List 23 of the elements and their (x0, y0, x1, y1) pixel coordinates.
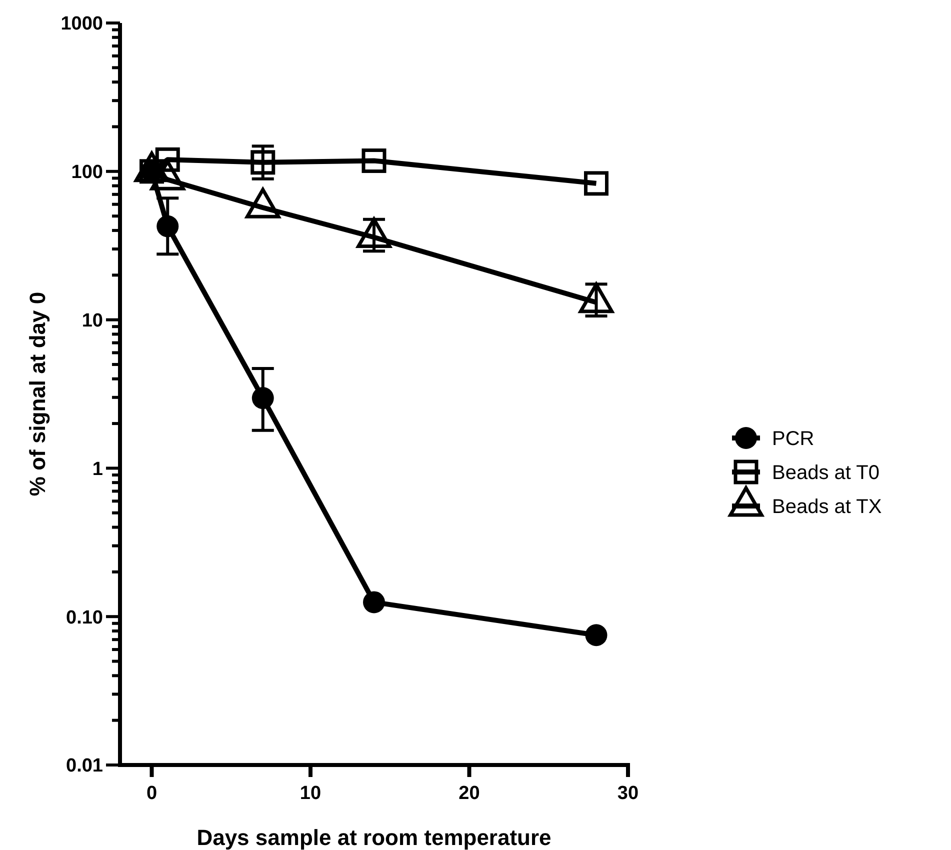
point (155, 147, 180, 172)
x-tick-label: 30 (617, 783, 639, 804)
y-tick-label: 1000 (60, 14, 103, 35)
y-tick-label: 0.10 (66, 607, 103, 628)
y-tick-label: 100 (71, 162, 103, 184)
point (250, 150, 276, 175)
x-tick-label: 20 (458, 783, 480, 804)
y-tick-label: 0.01 (66, 756, 104, 777)
point (252, 387, 274, 410)
legend-label: Beads at T0 (772, 462, 880, 484)
y-tick-label: 1 (92, 458, 104, 480)
legend-label: Beads at TX (772, 496, 882, 518)
point (584, 171, 608, 196)
x-axis-title: Days sample at room temperature (196, 825, 552, 850)
point (363, 591, 385, 614)
point (585, 624, 608, 646)
point (362, 148, 386, 173)
legend-label: PCR (772, 428, 814, 450)
x-tick-label: 10 (300, 783, 322, 804)
x-tick-label: 0 (146, 783, 158, 804)
y-tick-label: 10 (82, 310, 103, 332)
point (156, 215, 179, 238)
y-axis-title: % of signal at day 0 (25, 292, 50, 496)
